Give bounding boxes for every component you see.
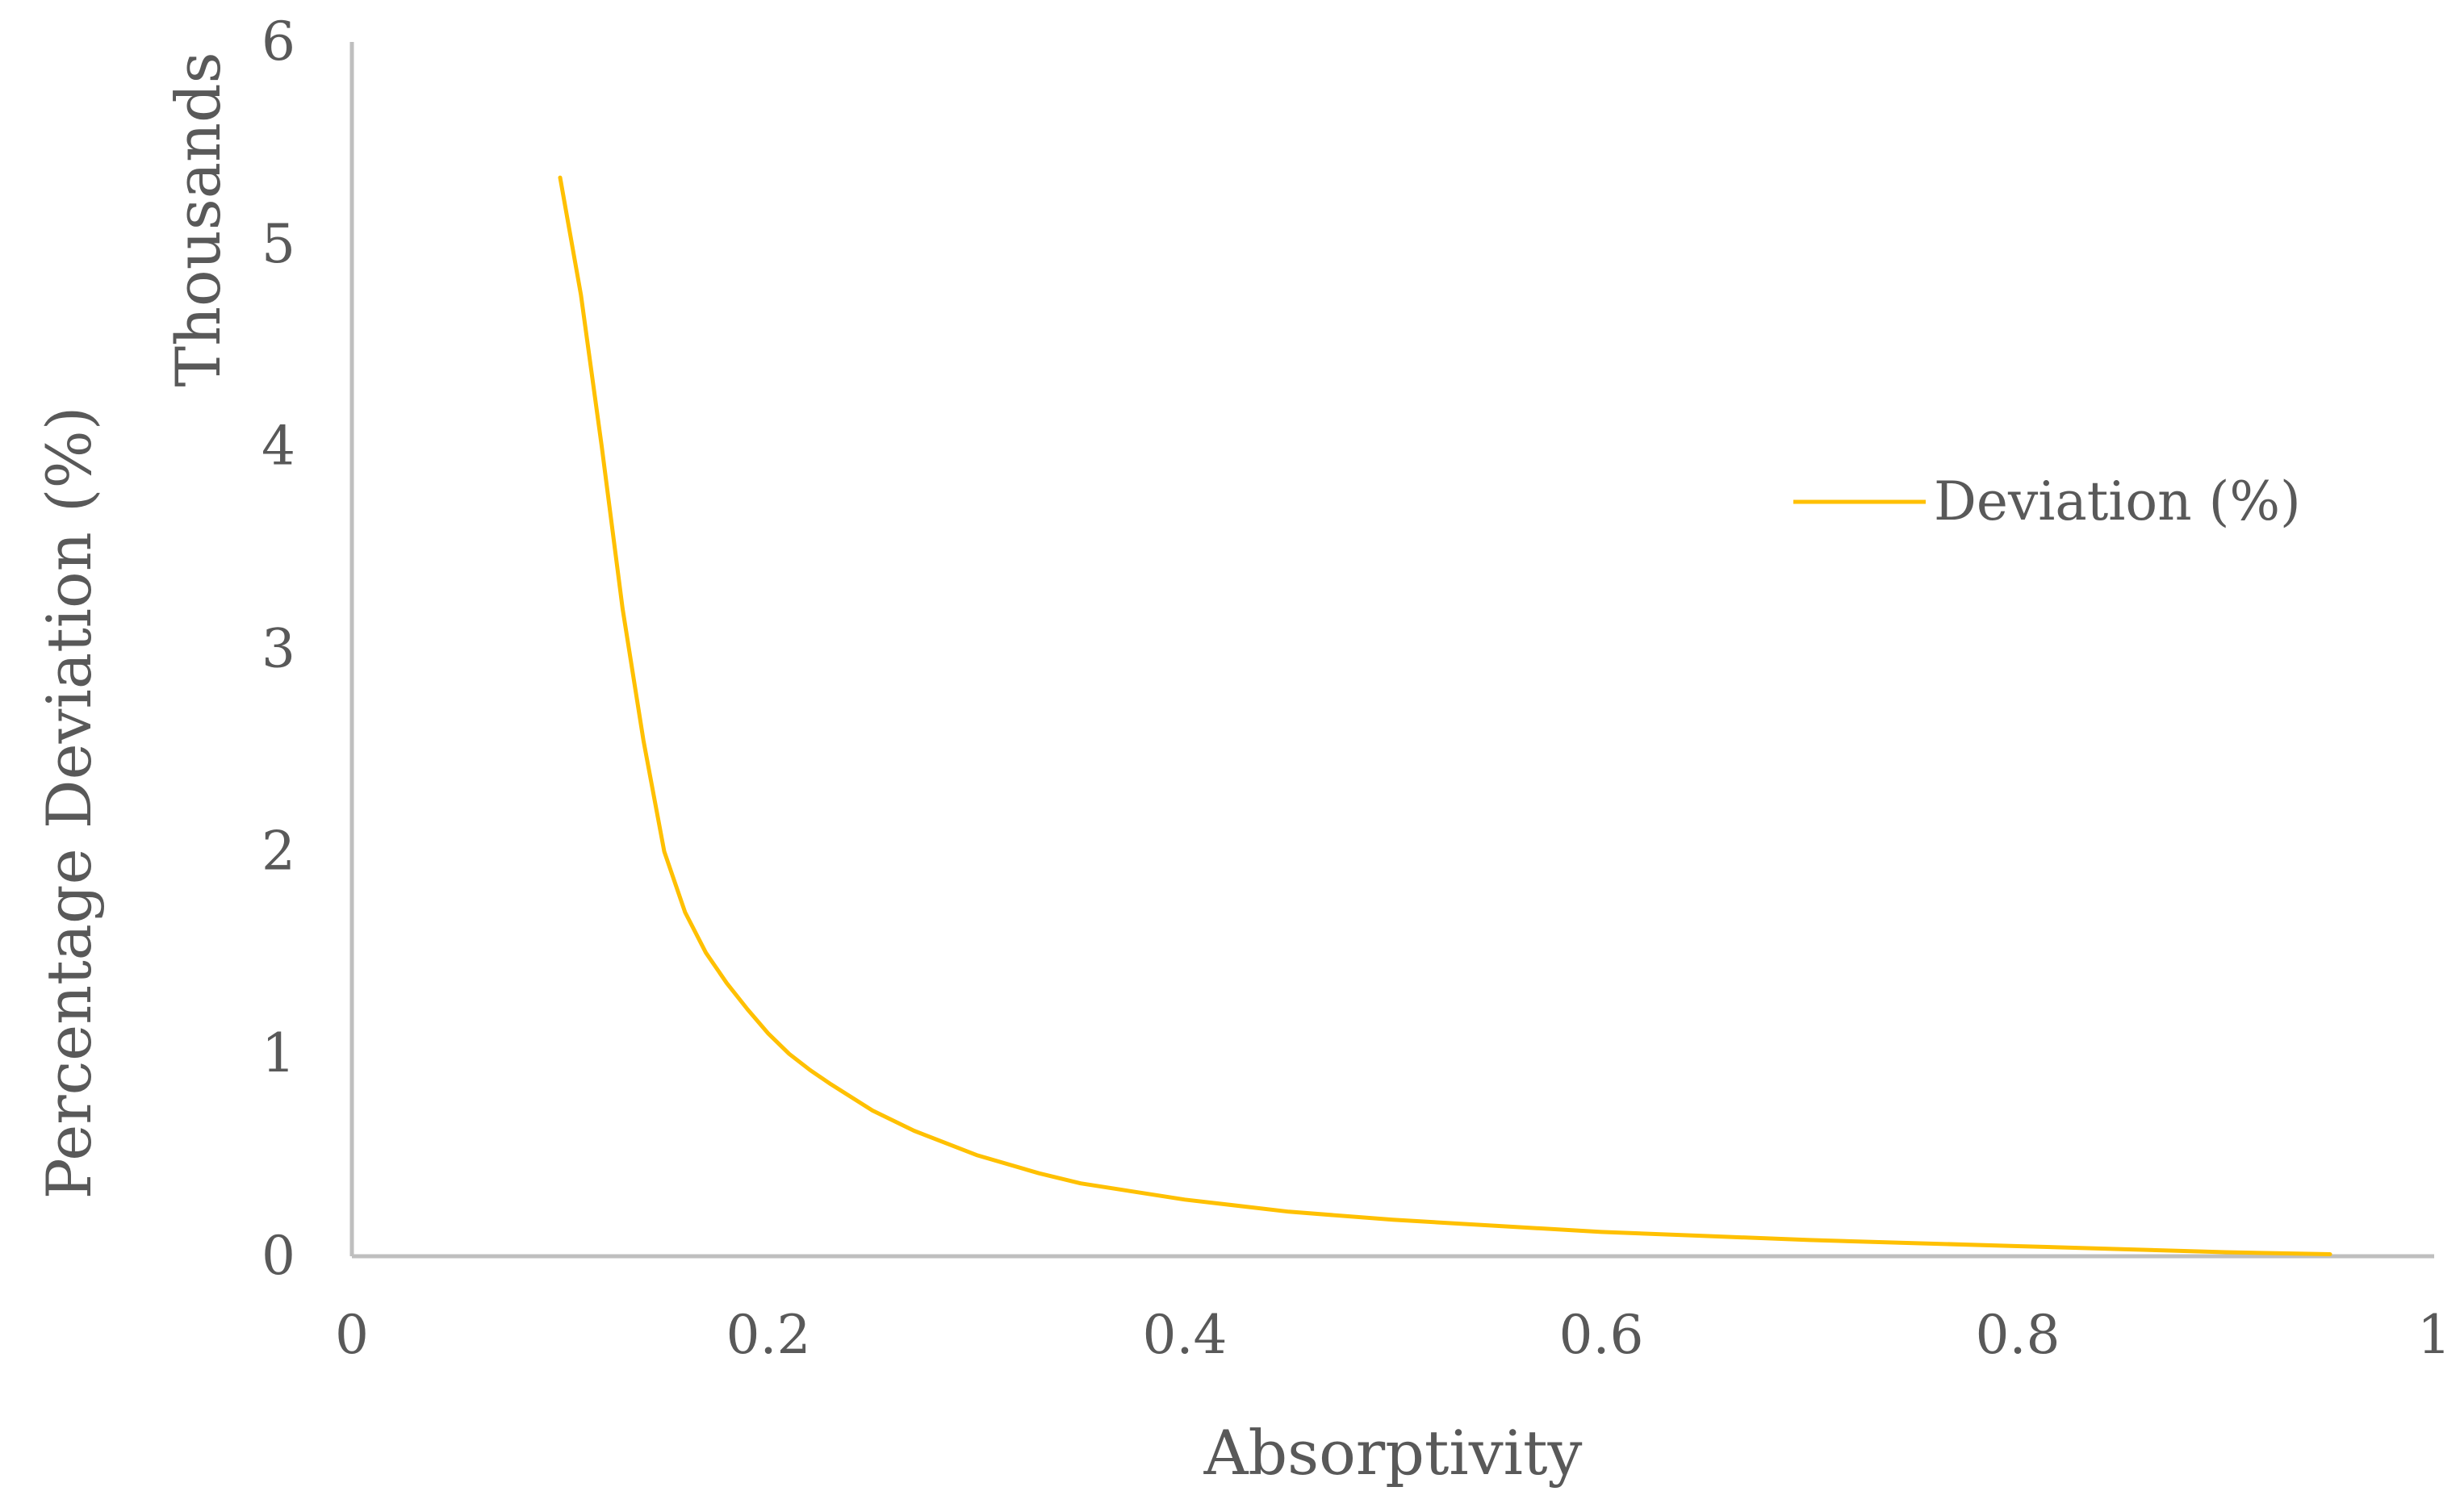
y-tick-label: 1 (261, 1022, 295, 1084)
y-tick-label: 0 (261, 1225, 295, 1287)
axes (349, 42, 2434, 1259)
legend-label-deviation: Deviation (%) (1934, 470, 2301, 533)
series-line-deviation (558, 175, 2332, 1256)
x-tick-label: 1 (2417, 1304, 2451, 1366)
y-tick-label: 5 (261, 213, 295, 275)
y-axis-units-label: Thousands (162, 52, 234, 386)
x-tick-label: 0 (335, 1304, 369, 1366)
x-tick-labels: 0 0.2 0.4 0.6 0.8 1 (335, 1304, 2451, 1366)
legend: Deviation (%) (1793, 470, 2301, 533)
x-tick-label: 0.2 (726, 1304, 811, 1366)
y-tick-label: 3 (261, 618, 295, 680)
series-lines (558, 175, 2332, 1256)
y-tick-label: 2 (261, 820, 295, 882)
y-tick-labels: 0 1 2 3 4 5 6 (261, 10, 295, 1287)
x-tick-label: 0.4 (1143, 1304, 1228, 1366)
y-tick-label: 4 (261, 416, 295, 478)
y-axis-title: Percentage Deviation (%) (33, 407, 105, 1200)
y-tick-label: 6 (261, 10, 295, 73)
x-axis-title: Absorptivity (1203, 1417, 1583, 1489)
x-tick-label: 0.6 (1559, 1304, 1644, 1366)
x-tick-label: 0.8 (1976, 1304, 2060, 1366)
